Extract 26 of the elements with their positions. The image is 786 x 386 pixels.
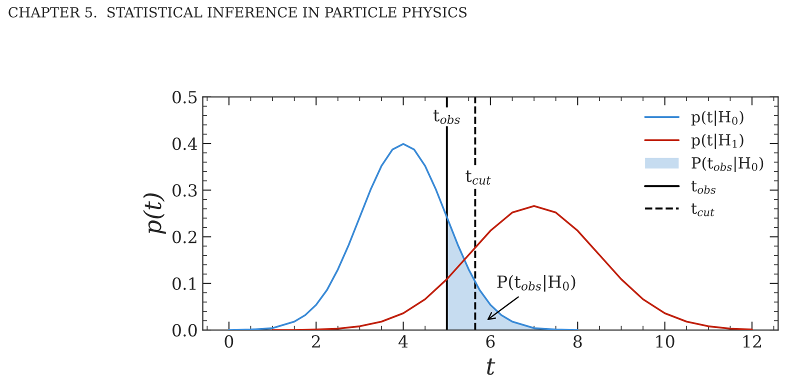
y-tick-label: 0.2 bbox=[172, 230, 196, 244]
y-tick-label: 0.4 bbox=[172, 137, 198, 150]
y-tick-label: 0.1 bbox=[172, 277, 196, 290]
x-tick-label: 0 bbox=[224, 335, 234, 348]
x-tick-label: 8 bbox=[573, 335, 582, 348]
x-tick-label: 6 bbox=[486, 335, 495, 348]
legend-label: p(t|H$_{0}$) bbox=[691, 110, 744, 126]
text: t$_{cut}$ bbox=[691, 203, 714, 216]
x-tick-label: 12 bbox=[743, 335, 761, 348]
ref-line-label: t$_{cut}$ bbox=[466, 170, 491, 185]
line-series bbox=[272, 205, 753, 330]
legend-label: P(t$_{obs}$|H$_{0}$) bbox=[692, 156, 764, 172]
line-series bbox=[228, 143, 579, 330]
x-tick-label: 10 bbox=[656, 335, 674, 348]
y-tick-label: 0.5 bbox=[172, 90, 197, 104]
text: CHAPTER 5. STATISTICAL INFERENCE IN PARTICLE PHYSICS bbox=[8, 7, 467, 18]
x-tick-label: 2 bbox=[312, 335, 320, 348]
y-tick-label: 0.0 bbox=[172, 324, 197, 337]
ref-line-label: t$_{obs}$ bbox=[433, 110, 460, 124]
y-tick-label: 0.3 bbox=[172, 184, 197, 197]
x-tick-label: 4 bbox=[398, 335, 408, 348]
text: t$_{obs}$ bbox=[691, 180, 716, 194]
legend-label: p(t|H$_{1}$) bbox=[691, 134, 744, 149]
annotation: P(t$_{obs}$|H$_{0}$) bbox=[497, 274, 576, 292]
y-axis-title: p(t) bbox=[143, 193, 166, 234]
x-axis-title: t bbox=[487, 358, 496, 375]
